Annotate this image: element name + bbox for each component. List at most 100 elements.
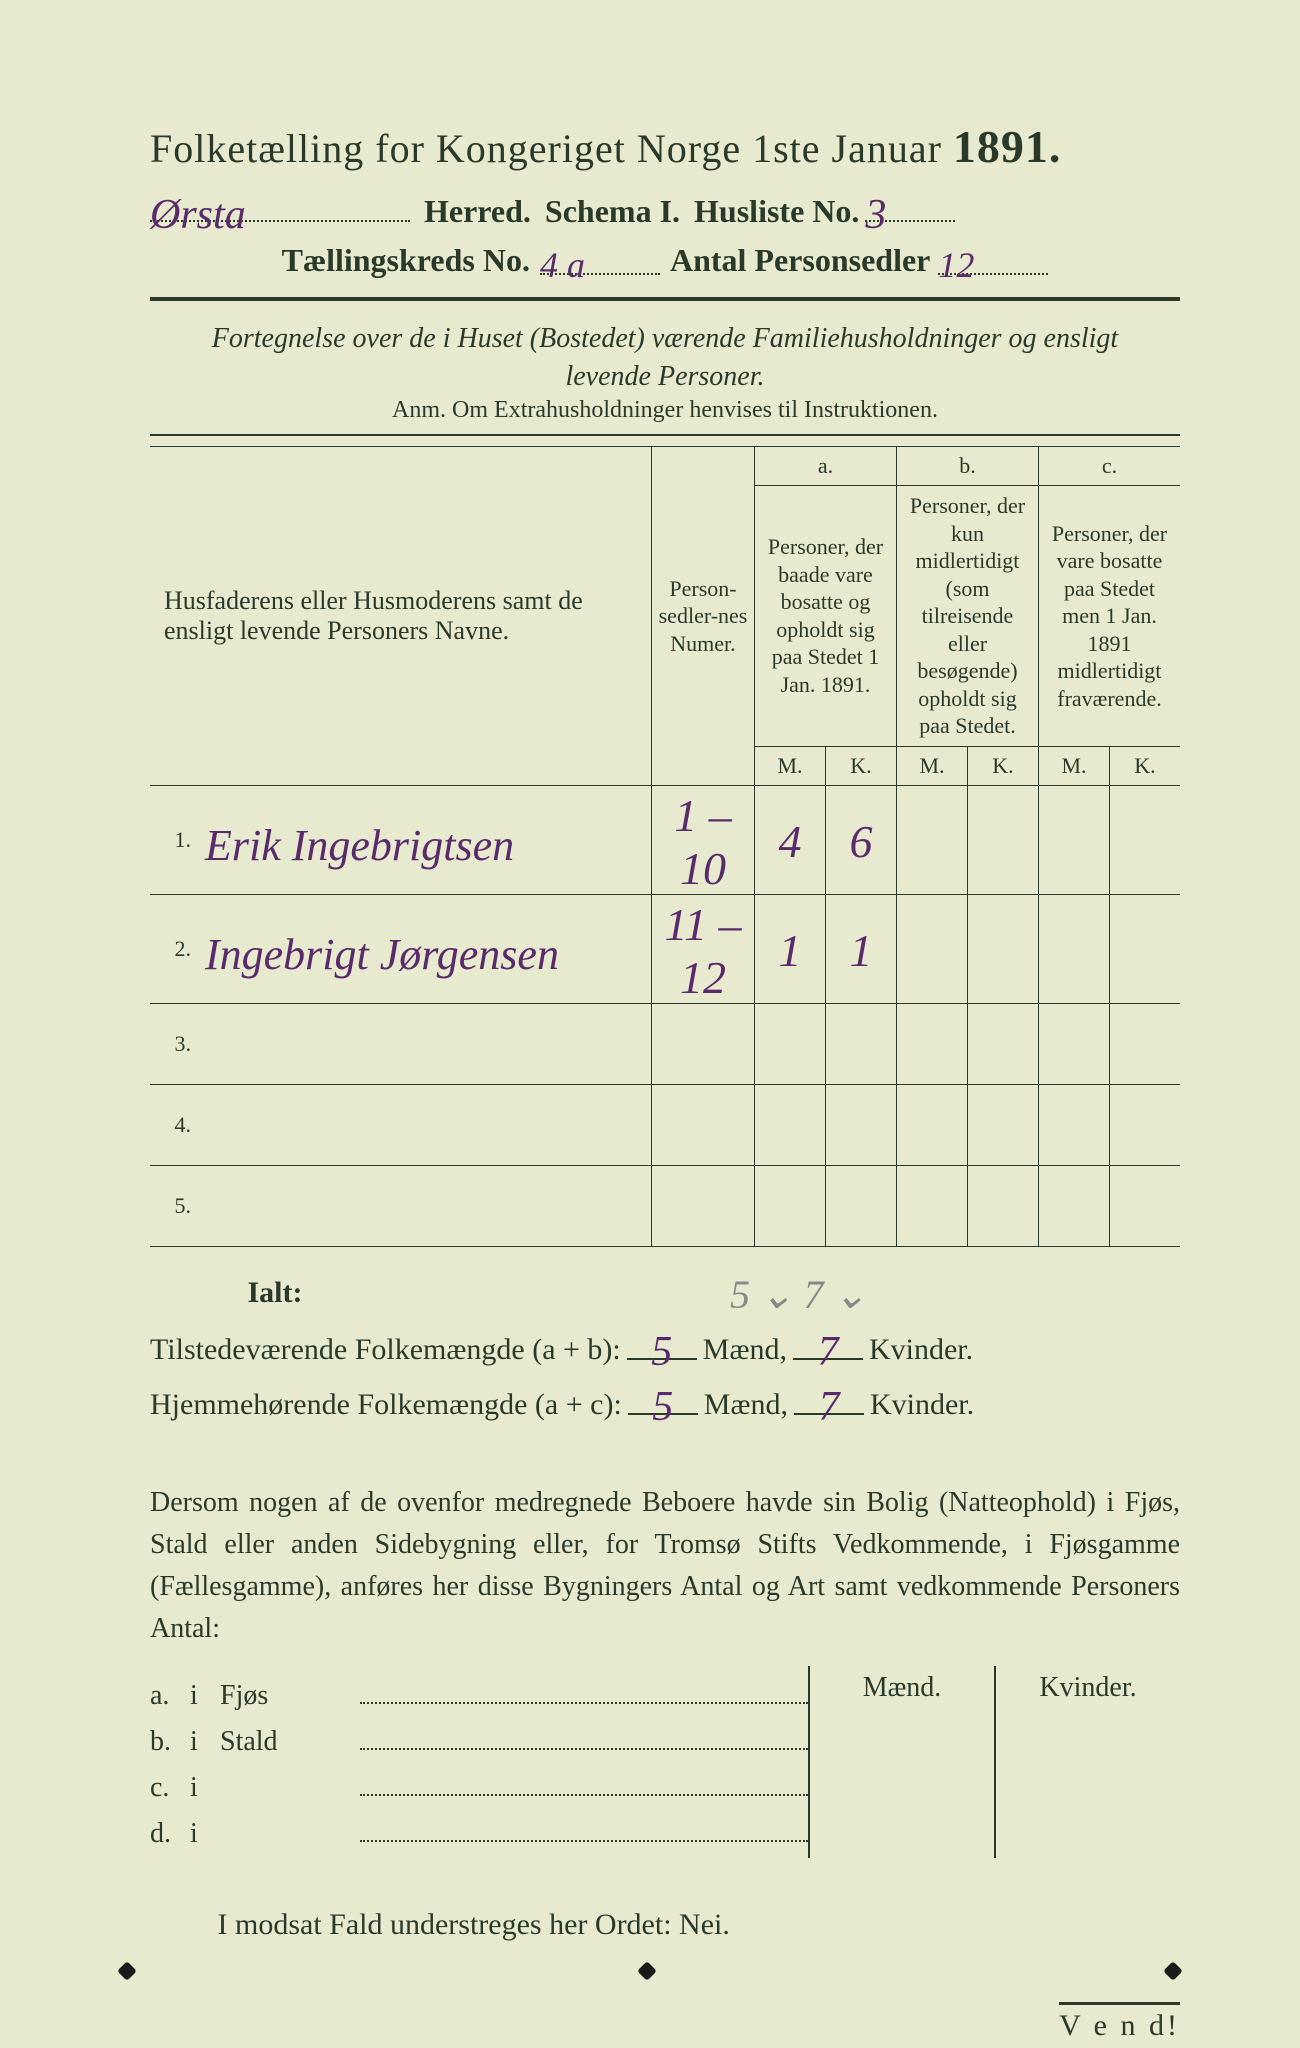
mk-i: i xyxy=(190,1680,220,1712)
mk-idx: a. xyxy=(150,1680,190,1712)
colA-tag: a. xyxy=(755,447,897,486)
row-index: 5. xyxy=(150,1165,197,1246)
building-row: d.i xyxy=(150,1812,808,1850)
mk-dots xyxy=(360,1674,808,1704)
a-k xyxy=(826,1003,897,1084)
bottom-line: I modsat Fald understreges her Ordet: Ne… xyxy=(150,1908,1180,1942)
colA-head: Personer, der baade vare bosatte og opho… xyxy=(755,486,897,747)
ialt-row: Ialt: 5 ⌄ 7 ⌄ xyxy=(150,1265,1180,1312)
row-index: 2. xyxy=(150,894,197,1003)
punch-mark-icon xyxy=(637,1961,657,1981)
c-k xyxy=(1110,1003,1181,1084)
table-row: 3. xyxy=(150,1003,1180,1084)
a-m xyxy=(755,1003,826,1084)
mk-i: i xyxy=(190,1726,220,1758)
mk-idx: b. xyxy=(150,1726,190,1758)
table-row: 1.Erik Ingebrigtsen1 – 1046 xyxy=(150,785,1180,894)
name-cell xyxy=(197,1003,652,1084)
ialt-label: Ialt: xyxy=(248,1276,303,1309)
kvinder-label: Kvinder. xyxy=(869,1333,973,1367)
title-year: 1891. xyxy=(953,121,1062,172)
mk-dots xyxy=(360,1766,808,1796)
herred-label: Herred. xyxy=(424,193,531,230)
col-K: K. xyxy=(968,746,1039,785)
name-cell: Ingebrigt Jørgensen xyxy=(197,894,652,1003)
col-nums: Person-sedler-nes Numer. xyxy=(652,447,755,786)
c-m xyxy=(1039,894,1110,1003)
b-m xyxy=(897,785,968,894)
b-k xyxy=(968,1084,1039,1165)
totals-line2-label: Hjemmehørende Folkemængde (a + c): xyxy=(150,1388,622,1422)
mk-dots xyxy=(360,1812,808,1842)
husliste-value: 3 xyxy=(865,192,886,238)
col-names: Husfaderens eller Husmoderens samt de en… xyxy=(150,447,652,786)
col-M: M. xyxy=(897,746,968,785)
building-row: c.i xyxy=(150,1766,808,1804)
a-m: 1 xyxy=(755,894,826,1003)
kreds-line: Tællingskreds No. 4 a Antal Personsedler… xyxy=(150,238,1180,279)
a-m xyxy=(755,1165,826,1246)
personsedler-num: 11 – 12 xyxy=(652,894,755,1003)
c-m xyxy=(1039,785,1110,894)
totals-block: Tilstedeværende Folkemængde (a + b): 5 M… xyxy=(150,1322,1180,1422)
b-k xyxy=(968,1003,1039,1084)
building-row: a.iFjøs xyxy=(150,1674,808,1712)
schema-label: Schema I. xyxy=(545,193,680,230)
totals-line1-m: 5 xyxy=(651,1329,672,1375)
row-index: 4. xyxy=(150,1084,197,1165)
mk-maend-head: Mænd. xyxy=(808,1666,994,1858)
vend-label: V e n d! xyxy=(1059,2002,1180,2043)
name-cell xyxy=(197,1165,652,1246)
footnote-paragraph: Dersom nogen af de ovenfor medregnede Be… xyxy=(150,1482,1180,1650)
a-k: 1 xyxy=(826,894,897,1003)
row-index: 3. xyxy=(150,1003,197,1084)
c-k xyxy=(1110,894,1181,1003)
c-m xyxy=(1039,1084,1110,1165)
maend-label: Mænd, xyxy=(704,1388,788,1422)
personsedler-num xyxy=(652,1084,755,1165)
mk-idx: c. xyxy=(150,1772,190,1804)
intro-line-2: levende Personer. xyxy=(150,361,1180,393)
table-row: 4. xyxy=(150,1084,1180,1165)
col-K: K. xyxy=(826,746,897,785)
divider xyxy=(150,297,1180,301)
a-m: 4 xyxy=(755,785,826,894)
c-k xyxy=(1110,785,1181,894)
divider xyxy=(150,434,1180,436)
building-block: a.iFjøsb.iStaldc.id.i Mænd. Kvinder. xyxy=(150,1666,1180,1858)
row-index: 1. xyxy=(150,785,197,894)
personsedler-num xyxy=(652,1165,755,1246)
totals-line2-m: 5 xyxy=(652,1384,673,1430)
mk-kvinder-head: Kvinder. xyxy=(994,1666,1180,1858)
mk-label: Fjøs xyxy=(220,1680,360,1712)
colC-tag: c. xyxy=(1039,447,1181,486)
title-prefix: Folketælling for Kongeriget Norge 1ste J… xyxy=(150,126,953,171)
c-k xyxy=(1110,1165,1181,1246)
b-m xyxy=(897,1003,968,1084)
personsedler-num: 1 – 10 xyxy=(652,785,755,894)
b-k xyxy=(968,1165,1039,1246)
a-k xyxy=(826,1165,897,1246)
mk-label: Stald xyxy=(220,1726,360,1758)
punch-mark-icon xyxy=(1163,1961,1183,1981)
mk-i: i xyxy=(190,1772,220,1804)
mk-i: i xyxy=(190,1818,220,1850)
kreds-label: Tællingskreds No. xyxy=(282,242,530,279)
name-cell xyxy=(197,1084,652,1165)
col-M: M. xyxy=(1039,746,1110,785)
totals-line1-k: 7 xyxy=(817,1329,838,1375)
b-m xyxy=(897,1165,968,1246)
a-k xyxy=(826,1084,897,1165)
ialt-note: 5 ⌄ 7 ⌄ xyxy=(730,1272,867,1317)
a-k: 6 xyxy=(826,785,897,894)
colB-tag: b. xyxy=(897,447,1039,486)
table-row: 2.Ingebrigt Jørgensen11 – 1211 xyxy=(150,894,1180,1003)
page-title: Folketælling for Kongeriget Norge 1ste J… xyxy=(150,120,1180,173)
herred-value: Ørsta xyxy=(150,192,246,238)
c-m xyxy=(1039,1003,1110,1084)
a-m xyxy=(755,1084,826,1165)
name-cell: Erik Ingebrigtsen xyxy=(197,785,652,894)
building-row: b.iStald xyxy=(150,1720,808,1758)
b-m xyxy=(897,894,968,1003)
personsedler-num xyxy=(652,1003,755,1084)
